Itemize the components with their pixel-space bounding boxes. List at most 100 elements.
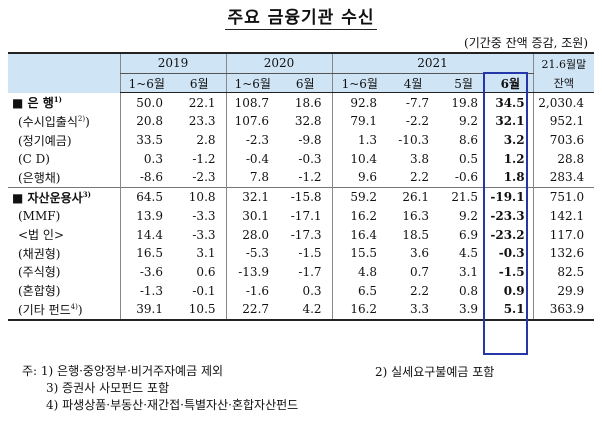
- header-period: 6월: [279, 73, 333, 94]
- row-label: (은행채): [18, 170, 61, 185]
- cell-value: 9.2: [458, 208, 479, 223]
- cell-value: -3.3: [192, 208, 216, 223]
- cell-value: -17.1: [290, 208, 322, 223]
- cell-value: -1.5: [298, 246, 322, 261]
- row-label: ■ 자산운용사3): [8, 186, 120, 207]
- header-period-highlight: 6월: [488, 73, 534, 94]
- cell-value: 2.8: [196, 133, 216, 148]
- table-row: (채권형) 16.5 3.1 -5.3 -1.5 15.5 3.6 4.5 -0.3 132.6: [8, 243, 595, 263]
- cell-value: 3.9: [439, 299, 489, 321]
- cell-value: 22.1: [188, 95, 216, 110]
- table-row: (기타 펀드4)) 39.1 10.5 22.7 4.2 16.2 3.3 3.9 5.1 363…: [8, 299, 595, 321]
- cell-value: 4.2: [279, 299, 333, 321]
- row-label: (C D): [18, 151, 50, 166]
- cell-value: 132.6: [532, 243, 595, 263]
- header-period: 1~6월: [225, 73, 280, 94]
- cell-value: -1.2: [192, 151, 216, 166]
- cell-value: 30.1: [225, 206, 280, 226]
- cell-value: 2.2: [409, 283, 430, 298]
- unit-note: (기간중 잔액 증감, 조원): [464, 36, 588, 50]
- footnote-1: 주: 1) 은행·중앙정부·비거주자예금 제외: [22, 364, 224, 378]
- cell-value: 0.8: [458, 283, 479, 298]
- cell-value: -3.3: [192, 227, 216, 242]
- cell-highlight: 0.9: [503, 283, 525, 298]
- table-row: (MMF) 13.9 -3.3 30.1 -17.1 16.2 16.3 9.2 -23.3 14…: [8, 206, 595, 226]
- footnote-2: 2) 실세요구불예금 포함: [375, 365, 495, 379]
- cell-value: 32.8: [294, 114, 322, 129]
- cell-value: 0.5: [458, 151, 479, 166]
- cell-value: 50.0: [119, 92, 173, 113]
- cell-value: 1.3: [331, 130, 388, 150]
- cell-value: 10.5: [173, 299, 227, 321]
- cell-value: -13.9: [225, 262, 280, 282]
- cell-value: 39.1: [119, 299, 173, 321]
- cell-highlight: -23.3: [490, 208, 525, 223]
- cell-value: -1.7: [298, 264, 322, 279]
- cell-value: 10.4: [331, 149, 388, 169]
- header-year: 2021: [331, 51, 534, 74]
- header-balance-line2: 잔액: [532, 73, 595, 94]
- cell-highlight: 5.1: [488, 299, 534, 321]
- row-label: (MMF): [18, 208, 61, 223]
- cell-value: -1.2: [298, 170, 322, 185]
- cell-value: -3.6: [119, 262, 173, 282]
- row-label: (기타 펀드4)): [8, 299, 120, 321]
- cell-value: 18.5: [402, 227, 430, 242]
- cell-value: 28.8: [532, 149, 595, 169]
- cell-value: -0.1: [192, 283, 216, 298]
- cell-value: 0.7: [409, 264, 430, 279]
- cell-value: -15.8: [279, 186, 333, 207]
- cell-value: 363.9: [532, 299, 595, 321]
- cell-highlight: -19.1: [488, 186, 534, 207]
- cell-value: 14.4: [119, 225, 173, 244]
- cell-value: 9.6: [331, 168, 388, 188]
- table-row: ■ 은 행1) 50.0 22.1 108.7 18.6 92.8 -7.7 19.8 34.5…: [8, 92, 595, 113]
- cell-highlight: 1.2: [503, 151, 525, 166]
- row-label: (채권형): [18, 246, 61, 261]
- cell-value: -0.3: [298, 151, 322, 166]
- cell-value: 4.8: [331, 262, 388, 282]
- cell-value: 64.5: [119, 186, 173, 207]
- cell-value: 3.1: [196, 246, 216, 261]
- cell-highlight: 1.8: [503, 170, 525, 185]
- row-label: <법 인>: [18, 228, 65, 243]
- cell-value: 79.1: [331, 112, 388, 131]
- cell-value: 16.3: [402, 208, 430, 223]
- cell-value: 2,030.4: [532, 92, 595, 113]
- cell-value: -9.8: [298, 133, 322, 148]
- cell-value: 21.5: [439, 186, 489, 207]
- cell-value: 92.8: [331, 92, 388, 113]
- cell-value: 3.1: [458, 264, 479, 279]
- row-label: (수시입출식2)): [18, 114, 90, 129]
- table-row: (주식형) -3.6 0.6 -13.9 -1.7 4.8 0.7 3.1 -1.5 82.5: [8, 262, 595, 282]
- row-label: (주식형): [18, 265, 61, 280]
- cell-value: 10.8: [173, 186, 227, 207]
- cell-value: 7.8: [225, 168, 280, 188]
- footnote-4: 4) 파생상품·부동산·재간접·특별자산·혼합자산펀드: [46, 398, 299, 412]
- cell-value: 29.9: [532, 281, 595, 300]
- cell-value: 108.7: [225, 92, 280, 113]
- cell-value: 9.2: [458, 114, 479, 129]
- cell-value: 117.0: [532, 225, 595, 244]
- row-label: (혼합형): [18, 284, 61, 299]
- cell-value: 33.5: [119, 130, 173, 150]
- cell-value: -2.3: [192, 170, 216, 185]
- cell-value: 3.6: [409, 246, 430, 261]
- table-row: (정기예금) 33.5 2.8 -2.3 -9.8 1.3 -10.3 8.6 3.2 703.6: [8, 130, 595, 150]
- header-period: 4월: [387, 73, 440, 94]
- cell-value: 751.0: [532, 186, 595, 207]
- cell-value: 3.3: [387, 299, 440, 321]
- cell-value: 0.3: [119, 149, 173, 169]
- cell-value: 6.5: [331, 281, 388, 300]
- header-period: 6월: [173, 73, 227, 94]
- cell-value: 0.6: [196, 264, 216, 279]
- cell-value: -0.4: [225, 149, 280, 169]
- cell-highlight: -23.2: [490, 227, 525, 242]
- header-period: 1~6월: [331, 73, 388, 94]
- cell-value: 16.4: [331, 225, 388, 244]
- cell-value: 18.6: [294, 95, 322, 110]
- cell-value: 16.2: [331, 206, 388, 226]
- cell-highlight: -1.5: [498, 264, 525, 279]
- cell-highlight: -0.3: [498, 246, 525, 261]
- cell-value: 26.1: [387, 186, 440, 207]
